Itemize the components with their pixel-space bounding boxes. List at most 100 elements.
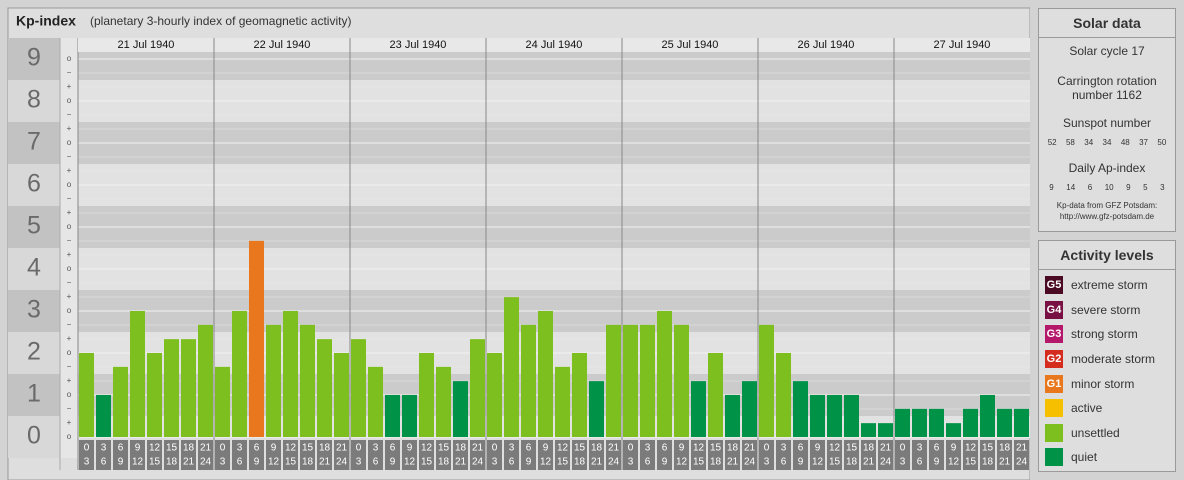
hour-end: 9 <box>118 457 124 468</box>
bar <box>827 395 842 437</box>
source: Kp-data from GFZ Potsdam: <box>1056 201 1158 210</box>
sub-band <box>60 164 78 206</box>
hour-end: 15 <box>829 457 841 468</box>
hour-start: 12 <box>285 443 297 454</box>
bar <box>317 339 332 437</box>
hour-start: 9 <box>815 443 821 454</box>
hour-end: 3 <box>628 457 634 468</box>
bar <box>1014 408 1029 437</box>
bar <box>538 311 553 437</box>
hour-end: 12 <box>268 457 280 468</box>
bar <box>487 353 502 437</box>
bar <box>436 366 451 437</box>
hour-end: 3 <box>764 457 770 468</box>
hour-start: 9 <box>135 443 141 454</box>
ap-value: 3 <box>1160 183 1165 192</box>
hour-start: 18 <box>455 443 467 454</box>
hour-cell <box>164 440 179 470</box>
bar <box>300 324 315 437</box>
hour-end: 9 <box>934 457 940 468</box>
legend-swatch: G2 <box>1045 350 1063 369</box>
sub-band <box>60 206 78 248</box>
hour-start: 12 <box>829 443 841 454</box>
hour-cell <box>385 440 400 470</box>
hour-end: 6 <box>101 457 107 468</box>
solar-cycle: Solar cycle 17 <box>1069 44 1145 58</box>
bar <box>793 381 808 437</box>
hour-end: 9 <box>798 457 804 468</box>
hour-start: 15 <box>710 443 722 454</box>
ap-value: 6 <box>1087 183 1093 192</box>
bar <box>997 408 1012 437</box>
hour-end: 9 <box>390 457 396 468</box>
hour-cell <box>266 440 281 470</box>
hour-start: 6 <box>798 443 804 454</box>
bar <box>895 408 910 437</box>
hour-end: 6 <box>645 457 651 468</box>
hour-end: 15 <box>965 457 977 468</box>
left-band <box>8 374 60 416</box>
sub-band <box>60 290 78 332</box>
hour-start: 6 <box>390 443 396 454</box>
y-tick-label: 7 <box>27 128 41 156</box>
legend-swatch <box>1045 423 1063 442</box>
hour-end: 21 <box>591 457 603 468</box>
y-sub-label: o <box>67 138 72 147</box>
hour-start: 9 <box>407 443 413 454</box>
sunspot-value: 34 <box>1102 138 1112 147</box>
hour-cell <box>487 440 502 470</box>
bar <box>708 353 723 437</box>
y-sub-label: o <box>67 348 72 357</box>
hour-end: 24 <box>1016 457 1028 468</box>
left-band <box>8 416 60 458</box>
hour-cell <box>147 440 162 470</box>
ap-value: 10 <box>1104 183 1114 192</box>
legend-label: unsettled <box>1071 425 1120 440</box>
sub-band <box>60 416 78 458</box>
sub-band <box>60 374 78 416</box>
sunspot-value: 34 <box>1084 138 1094 147</box>
bar <box>419 353 434 437</box>
bar <box>844 395 859 437</box>
y-sub-label: + <box>67 124 72 133</box>
bar <box>351 339 366 437</box>
bar <box>980 395 995 437</box>
legend-item: G1 minor storm <box>1039 371 1175 396</box>
hour-cell <box>402 440 417 470</box>
y-tick-label: 6 <box>27 170 41 198</box>
hour-start: 18 <box>591 443 603 454</box>
chart-title: Kp-index <box>16 13 76 29</box>
hour-end: 24 <box>200 457 212 468</box>
ap-value: 9 <box>1049 183 1054 192</box>
legend-swatch: G1 <box>1045 374 1063 393</box>
bar <box>776 353 791 437</box>
bar <box>215 366 230 437</box>
bar <box>334 353 349 437</box>
bar <box>555 366 570 437</box>
hour-start: 0 <box>628 443 634 454</box>
sunspot-value: 50 <box>1157 138 1167 147</box>
hour-cell <box>589 440 604 470</box>
hour-cell <box>963 440 978 470</box>
sub-band <box>60 38 78 80</box>
hour-cell <box>538 440 553 470</box>
hour-end: 24 <box>744 457 756 468</box>
bar <box>385 395 400 437</box>
hour-cell <box>215 440 230 470</box>
hour-start: 0 <box>492 443 498 454</box>
day-label: 22 Jul 1940 <box>254 39 311 51</box>
legend-label: minor storm <box>1071 376 1135 391</box>
chart-subtitle: (planetary 3-hourly index of geomagnetic… <box>90 14 351 28</box>
sub-band <box>60 332 78 374</box>
hour-cell <box>79 440 94 470</box>
hour-cell <box>334 440 349 470</box>
hour-start: 3 <box>509 443 515 454</box>
sunspot-value: 52 <box>1047 138 1057 147</box>
y-tick-label: 4 <box>27 254 41 282</box>
bar <box>470 339 485 437</box>
bar <box>929 408 944 437</box>
y-sub-label: − <box>67 236 72 245</box>
hour-cell <box>674 440 689 470</box>
y-sub-label: − <box>67 404 72 413</box>
sunspot-title: Sunspot number <box>1062 116 1152 130</box>
